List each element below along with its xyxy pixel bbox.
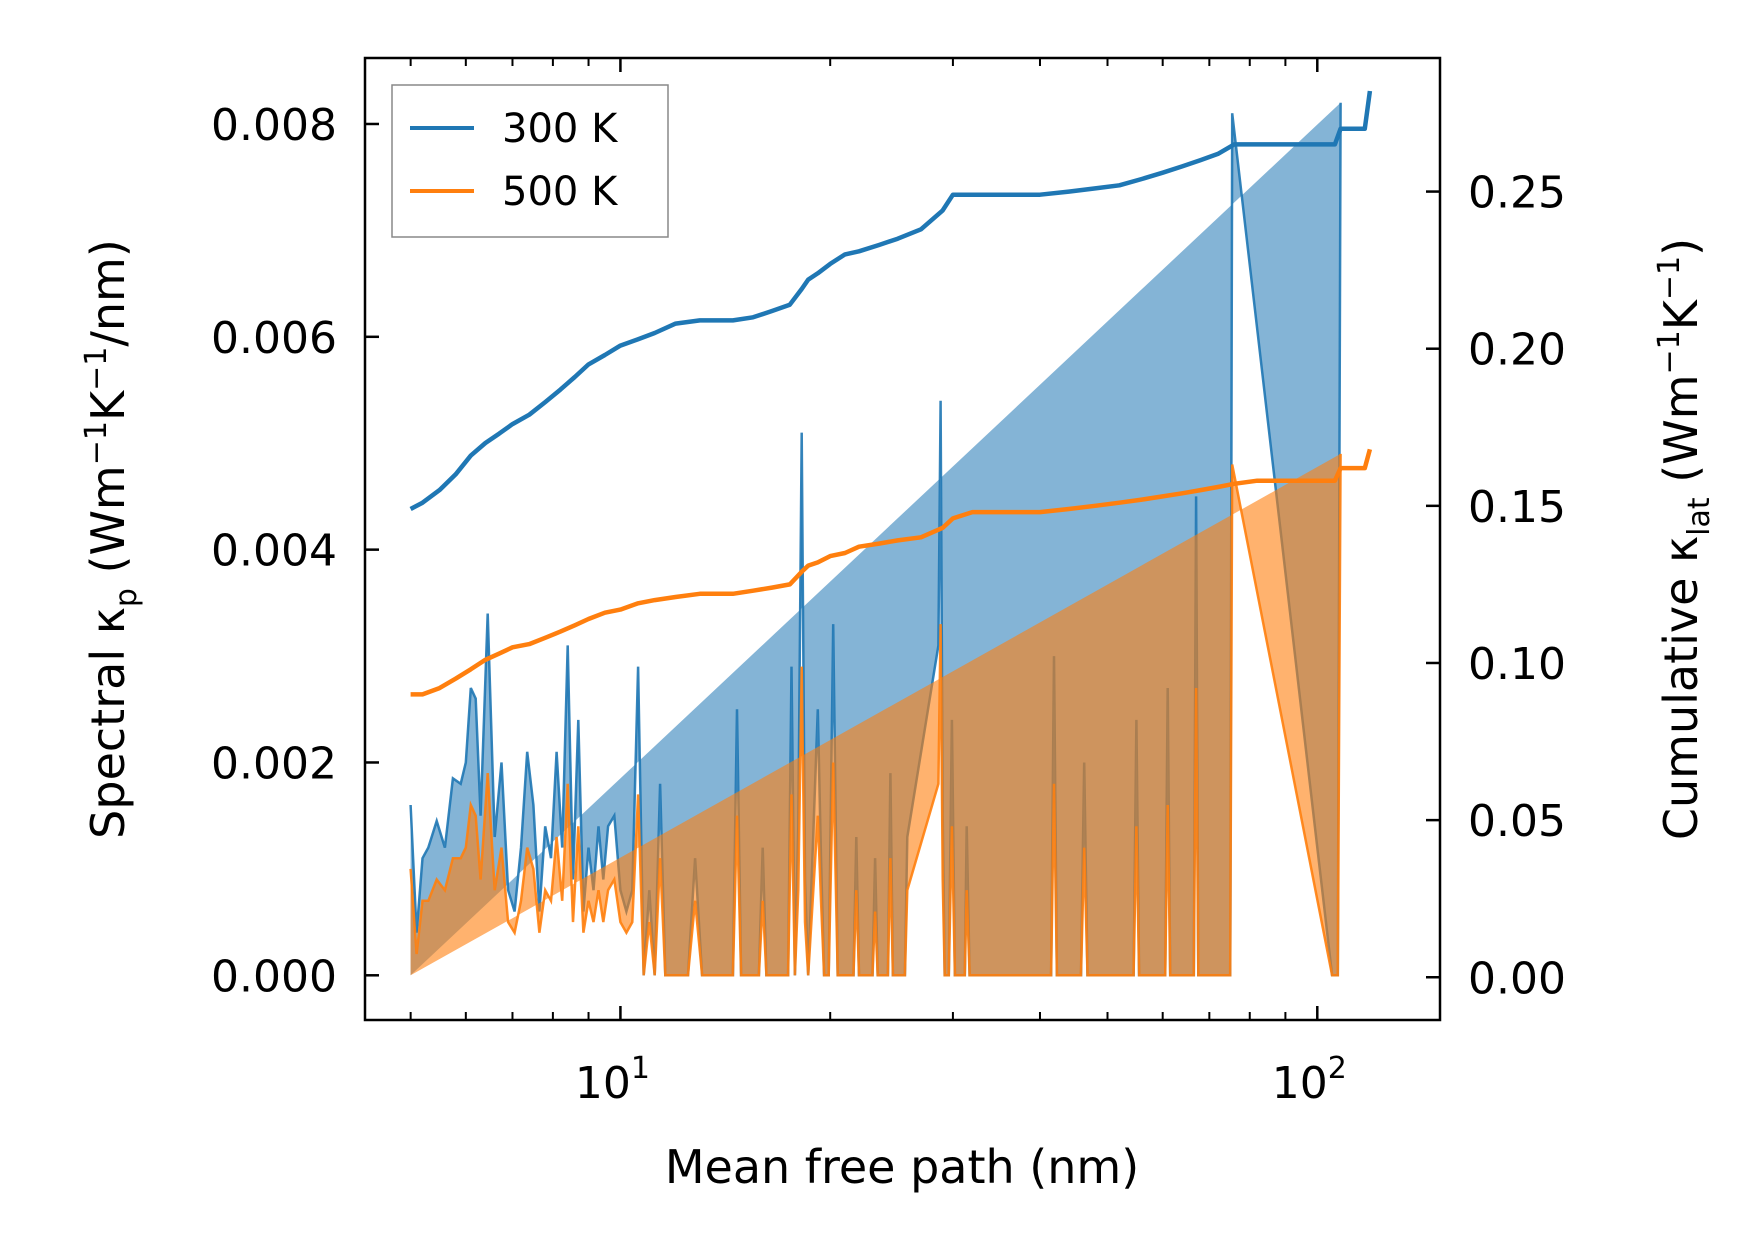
- right-tick-label: 0.20: [1468, 325, 1566, 376]
- legend-label-300k: 300 K: [502, 106, 619, 152]
- right-tick-label: 0.10: [1468, 639, 1566, 690]
- legend-label-500k: 500 K: [502, 169, 619, 215]
- left-tick-label: 0.004: [211, 526, 337, 577]
- right-axis-label: Cumulative κlat (Wm−1K−1): [1652, 238, 1717, 840]
- x-tick-label-base: 10: [1272, 1058, 1328, 1109]
- spectral-fill-1: [410, 453, 1341, 976]
- left-axis-label-sup2: −1: [79, 347, 114, 391]
- left-axis-label-mid: K: [81, 389, 135, 421]
- plot-area: [409, 90, 1373, 977]
- left-axis-label-main: Spectral κ: [81, 607, 135, 839]
- left-axis-label-unit-close: /nm): [81, 239, 135, 346]
- x-tick-label: 102: [1272, 1051, 1347, 1109]
- right-axis-label-sub: lat: [1682, 497, 1717, 536]
- left-axis-label-unit-open: (Wm: [81, 465, 135, 588]
- x-tick-label-exponent: 2: [1328, 1051, 1347, 1086]
- x-tick-label-exponent: 1: [631, 1051, 650, 1086]
- x-tick-label-base: 10: [575, 1058, 631, 1109]
- right-tick-label: 0.05: [1468, 796, 1566, 847]
- right-tick-label: 0.00: [1468, 953, 1566, 1004]
- right-axis-label-mid: K: [1654, 298, 1708, 330]
- right-tick-label: 0.25: [1468, 168, 1566, 219]
- left-axis-label: Spectral κp (Wm−1K−1/nm): [79, 239, 144, 839]
- cumulative-line-1: [410, 448, 1373, 697]
- right-axis-label-sup2: −1: [1652, 256, 1687, 300]
- x-axis-label: Mean free path (nm): [665, 1140, 1139, 1194]
- right-tick-label: 0.15: [1468, 482, 1566, 533]
- right-axis-label-sup1: −1: [1652, 330, 1687, 374]
- left-tick-label: 0.006: [211, 313, 337, 364]
- right-axis-label-unit-open: (Wm: [1654, 374, 1708, 497]
- plot-frame: [363, 56, 1442, 1022]
- axis-ticks: 0.000 0.002 0.004 0.006 0.008 0.00 0.05 0.10 0.1…: [211, 58, 1566, 1109]
- left-tick-label: 0.000: [211, 951, 337, 1002]
- cumulative-line-0: [409, 90, 1373, 511]
- left-tick-label: 0.008: [211, 100, 337, 151]
- x-tick-label: 101: [575, 1051, 650, 1109]
- spectral-line-1: [409, 453, 1342, 977]
- left-axis-label-sub: p: [109, 588, 144, 607]
- legend: 300 K 500 K: [391, 84, 669, 238]
- right-axis-label-unit-close: ): [1654, 238, 1708, 256]
- legend-box: [391, 84, 669, 238]
- left-tick-label: 0.002: [211, 738, 337, 789]
- right-axis-label-main: Cumulative κ: [1654, 536, 1708, 840]
- left-axis-label-sup1: −1: [79, 421, 114, 465]
